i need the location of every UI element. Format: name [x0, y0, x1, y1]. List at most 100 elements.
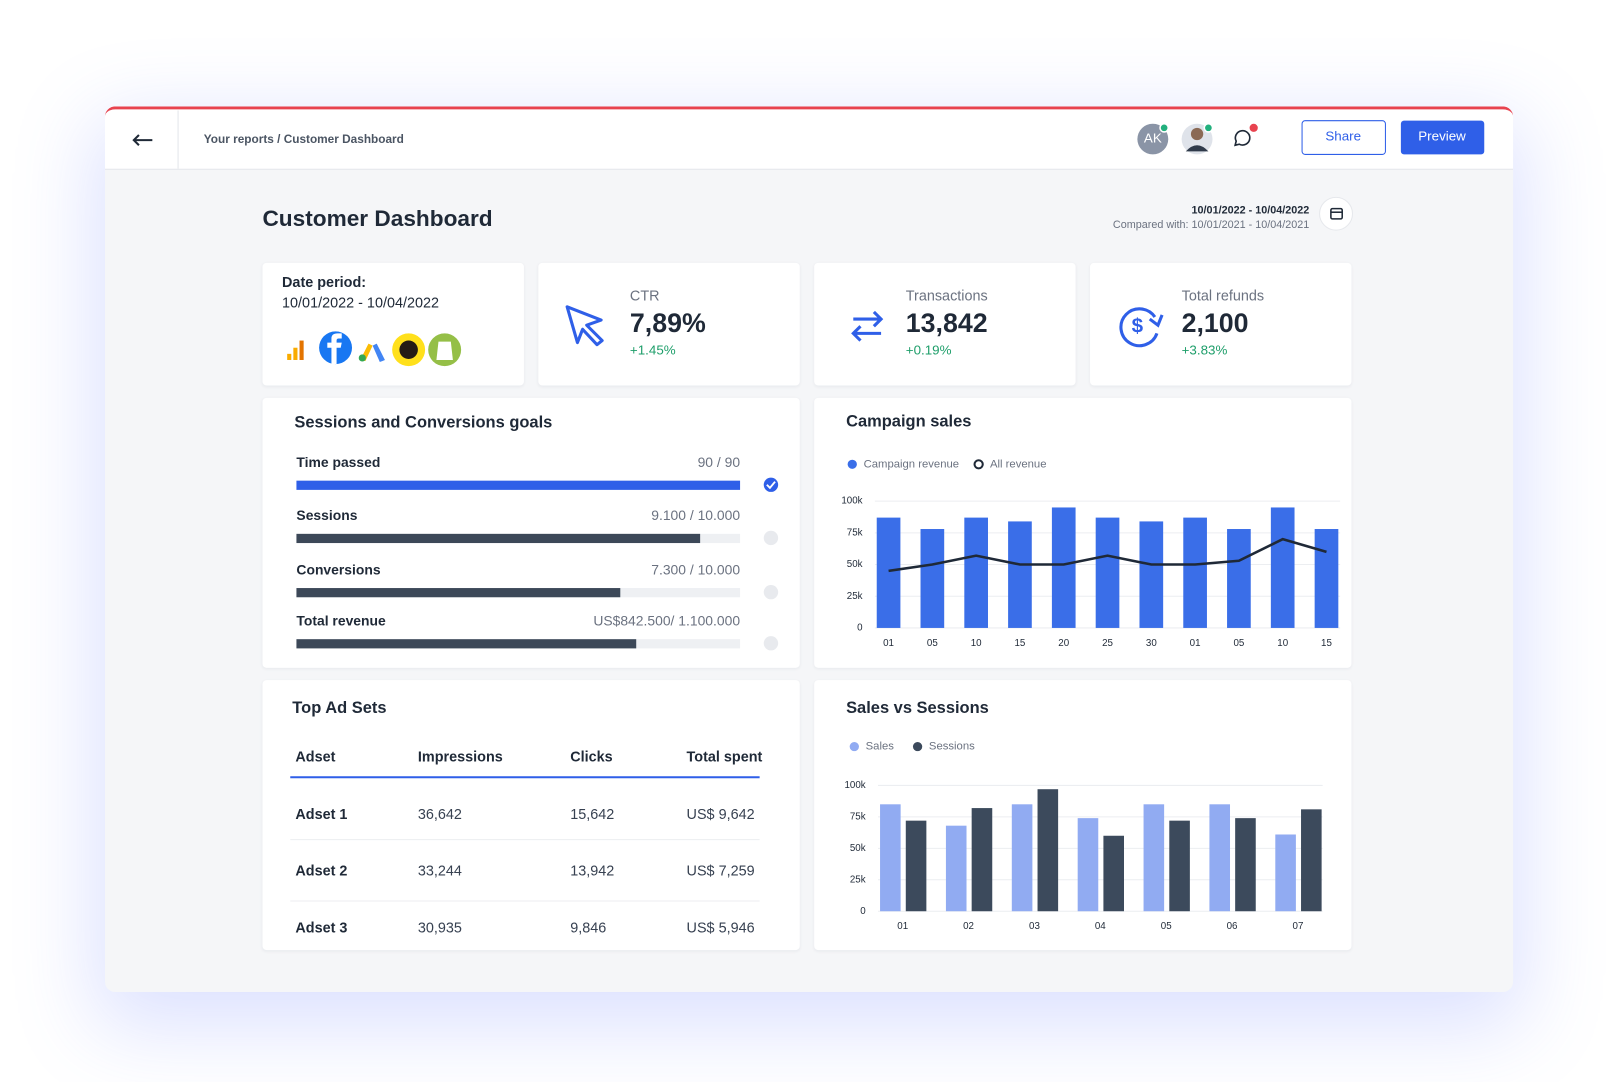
campaign-title: Campaign sales [846, 413, 971, 431]
table-cell: US$ 5,946 [687, 920, 755, 936]
kpi-label: CTR [630, 288, 660, 304]
date-card [262, 262, 524, 386]
column-header: Impressions [418, 750, 503, 766]
kpi-change: +1.45% [630, 342, 676, 357]
kpi-value: 13,842 [906, 308, 988, 338]
x-tick-label: 15 [1321, 638, 1332, 649]
kpi-change: +3.83% [1182, 342, 1228, 357]
y-tick-label: 100k [844, 780, 865, 791]
avatar-body [1185, 145, 1209, 152]
avatar[interactable] [1137, 123, 1169, 155]
dashboard-title: Customer Dashboard [262, 206, 492, 231]
x-tick-label: 05 [927, 638, 938, 649]
table-cell: 36,642 [418, 807, 462, 823]
y-tick-label: 25k [847, 591, 863, 602]
kpi-card [814, 262, 1076, 386]
avatar-face [1190, 127, 1204, 141]
bar [964, 517, 988, 628]
date-range: 10/01/2022 - 10/04/2022 [1192, 205, 1310, 217]
x-tick-label: 01 [883, 638, 894, 649]
bar [1051, 507, 1076, 628]
goals-card [262, 397, 800, 668]
bar [1103, 835, 1124, 912]
fb-glyph [327, 333, 342, 365]
kpi-card [538, 262, 800, 386]
kpi-label: Total refunds [1182, 288, 1264, 304]
goal-status [763, 636, 779, 651]
y-tick-label: 50k [847, 559, 863, 570]
y-tick-label: 25k [850, 874, 866, 885]
comments-button[interactable] [1226, 123, 1258, 155]
sales-title: Sales vs Sessions [846, 699, 989, 717]
ctr-icon [565, 305, 604, 347]
date-card-range: 10/01/2022 - 10/04/2022 [282, 296, 439, 312]
legend-swatch [973, 459, 984, 470]
preview-button[interactable] [1400, 120, 1485, 155]
bar [1037, 789, 1059, 912]
table-cell: Adset 1 [295, 807, 347, 823]
y-tick-label: 75k [847, 527, 863, 538]
share-label: Share [1325, 129, 1361, 144]
breadcrumb: Your reports / Customer Dashboard [204, 133, 404, 146]
x-tick-label: 03 [1029, 921, 1040, 932]
bar [880, 804, 901, 912]
bar [1275, 834, 1296, 912]
goal-progress: US$842.500/ 1.100.000 [593, 612, 740, 628]
column-header: Clicks [570, 750, 612, 766]
column-header: Total spent [687, 750, 763, 766]
shopify-glyph [436, 341, 453, 360]
bar [1227, 529, 1251, 628]
y-tick-label: 0 [860, 906, 866, 917]
x-tick-label: 20 [1058, 638, 1069, 649]
bar [920, 529, 945, 628]
table-cell: US$ 7,259 [687, 864, 755, 880]
table-cell: 13,942 [570, 864, 614, 880]
goal-check [766, 481, 776, 490]
line [888, 537, 1327, 573]
table-cell: 9,846 [570, 920, 606, 936]
bar [1183, 517, 1207, 628]
chat-icon [1234, 129, 1251, 147]
goal-bar [296, 533, 701, 544]
table-cell: 30,935 [418, 920, 462, 936]
goal-status [763, 477, 779, 492]
bar [1169, 820, 1190, 912]
date-card-label: Date period: [282, 275, 366, 291]
bar [945, 825, 967, 912]
back-button[interactable] [132, 134, 153, 146]
calendar-button[interactable] [1319, 196, 1354, 231]
goal-status [763, 584, 779, 600]
x-tick-label: 15 [1015, 638, 1026, 649]
x-tick-label: 10 [971, 638, 982, 649]
goal-status [763, 530, 779, 546]
ga-bar [299, 340, 304, 360]
kpi-value: 7,89% [630, 308, 706, 338]
goal-progress: 90 / 90 [698, 454, 741, 470]
legend-swatch [912, 741, 923, 752]
compared-range: Compared with: 10/01/2021 - 10/04/2021 [1113, 219, 1309, 231]
goal-progress: 9.100 / 10.000 [651, 507, 740, 523]
bar [876, 517, 901, 628]
bar [1301, 809, 1322, 912]
mailchimp-glyph [399, 340, 418, 359]
x-tick-label: 02 [963, 921, 974, 932]
legend-swatch [849, 741, 859, 752]
ads-icon [358, 354, 366, 362]
kpi-value: 2,100 [1182, 308, 1249, 338]
bar [1011, 804, 1033, 912]
y-tick-label: 100k [841, 496, 862, 507]
share-button[interactable] [1301, 120, 1386, 155]
table-cell: US$ 9,642 [687, 807, 755, 823]
legend-label: All revenue [990, 458, 1047, 470]
x-tick-label: 01 [897, 921, 908, 932]
bar [971, 808, 993, 912]
bar [1270, 507, 1295, 628]
goals-title: Sessions and Conversions goals [294, 414, 552, 432]
bar [905, 820, 927, 912]
bar [1095, 517, 1120, 628]
table-title: Top Ad Sets [292, 699, 386, 717]
notify-dot [1249, 123, 1258, 132]
goal-label: Time passed [296, 454, 380, 470]
